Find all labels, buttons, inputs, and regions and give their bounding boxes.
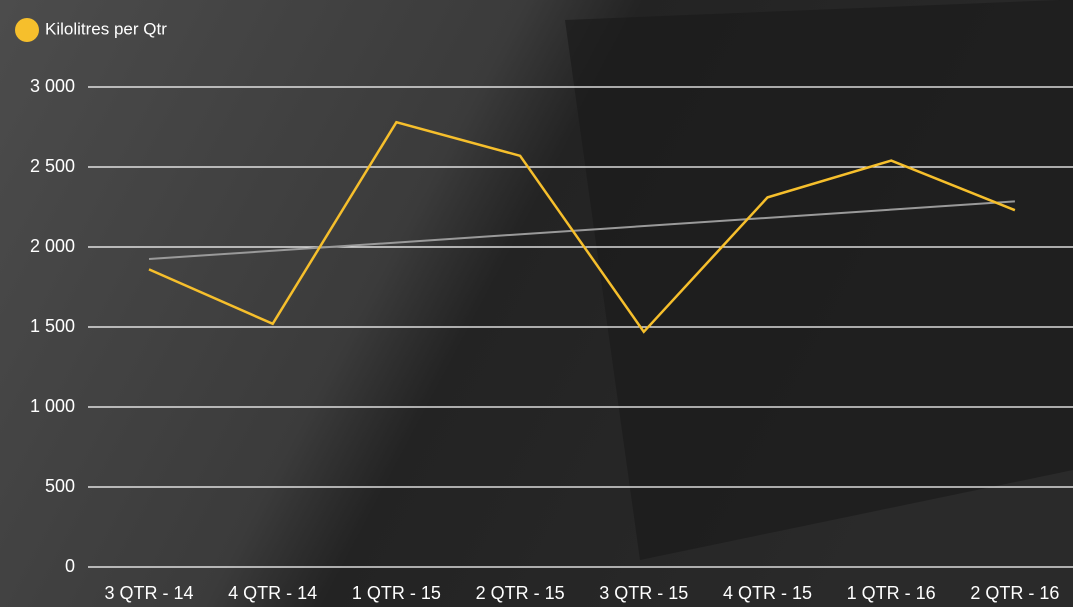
- x-tick-label: 2 QTR - 15: [476, 583, 565, 603]
- background-board: [565, 0, 1073, 560]
- x-tick-label: 3 QTR - 14: [104, 583, 193, 603]
- y-tick-label: 3 000: [30, 76, 75, 96]
- x-tick-label: 2 QTR - 16: [970, 583, 1059, 603]
- x-tick-label: 4 QTR - 14: [228, 583, 317, 603]
- y-tick-label: 500: [45, 476, 75, 496]
- y-tick-label: 2 000: [30, 236, 75, 256]
- y-tick-label: 1 000: [30, 396, 75, 416]
- y-tick-label: 2 500: [30, 156, 75, 176]
- legend-label: Kilolitres per Qtr: [45, 19, 167, 38]
- y-tick-label: 1 500: [30, 316, 75, 336]
- legend-marker: [15, 18, 39, 42]
- x-tick-label: 1 QTR - 16: [847, 583, 936, 603]
- trend-line: [148, 200, 1015, 260]
- x-tick-label: 3 QTR - 15: [599, 583, 688, 603]
- y-tick-label: 0: [65, 556, 75, 576]
- x-tick-label: 1 QTR - 15: [352, 583, 441, 603]
- series-line: [148, 120, 1016, 334]
- x-tick-label: 4 QTR - 15: [723, 583, 812, 603]
